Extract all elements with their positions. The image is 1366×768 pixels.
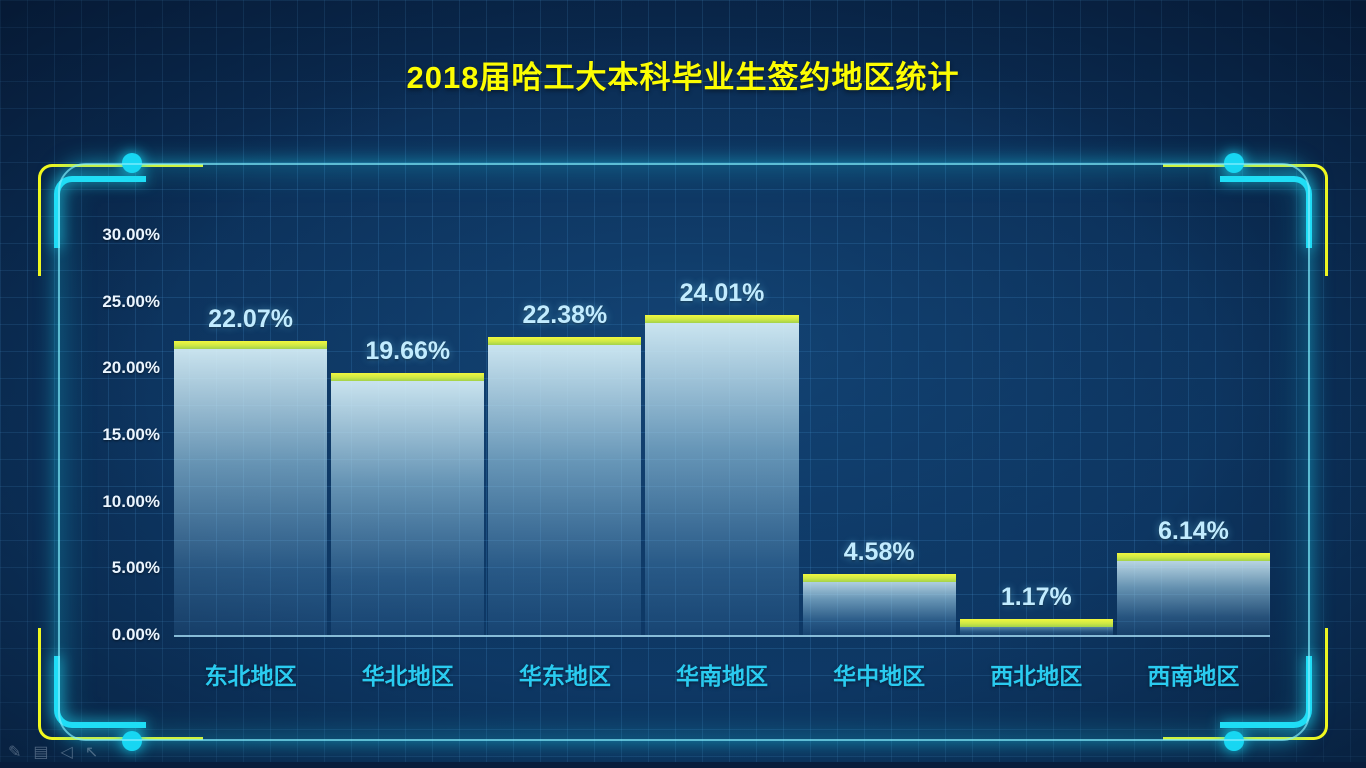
bar-group: 24.01% [645, 235, 799, 635]
y-axis-label: 10.00% [102, 491, 160, 511]
pen-icon[interactable]: ✎ [8, 744, 22, 761]
back-icon[interactable]: ◁ [60, 744, 73, 761]
bar-value-label: 1.17% [1000, 583, 1072, 612]
bar-cap [174, 340, 328, 349]
x-axis-label: 西南地区 [1147, 663, 1240, 689]
y-axis-label: 5.00% [111, 558, 160, 578]
x-axis-label: 华东地区 [518, 663, 611, 689]
bar-cap [959, 619, 1113, 628]
bar-cap [645, 314, 799, 323]
bar-cap [488, 336, 642, 345]
bar-value-label: 22.07% [208, 304, 293, 333]
y-axis-label: 25.00% [102, 291, 160, 311]
bar-group: 19.66% [331, 235, 485, 635]
bar [959, 619, 1113, 635]
y-axis-label: 30.00% [102, 225, 160, 244]
bar-value-label: 24.01% [679, 278, 765, 307]
bar-cap [802, 573, 956, 582]
bottom-strip [0, 762, 1366, 768]
bar-group: 4.58% [802, 235, 956, 635]
y-axis-label: 0.00% [111, 625, 160, 644]
bar-group: 22.07% [174, 235, 328, 635]
bar [331, 372, 485, 635]
chart-panel: 30.00% 25.00% 20.00% 15.00% 10.00% 5.00% 0.00%… [58, 163, 1310, 741]
bar-value-label: 22.38% [522, 300, 608, 329]
x-axis-label: 东北地区 [204, 663, 297, 689]
bar-cap [331, 372, 485, 381]
x-axis: 东北地区 华北地区 华东地区 华南地区 华中地区 西北地区 西南地区 [174, 657, 1270, 691]
y-axis-label: 15.00% [102, 425, 160, 444]
chart-title: 2018届哈工大本科毕业生签约地区统计 [406, 60, 960, 95]
x-axis-label: 华南地区 [675, 663, 768, 689]
cursor-icon[interactable]: ↖ [84, 744, 99, 761]
bar [645, 314, 799, 635]
notes-icon[interactable]: ▤ [33, 744, 49, 761]
x-axis-label: 西北地区 [990, 663, 1083, 689]
presenter-toolbar: ✎ ▤ ◁ ↖ [8, 742, 98, 762]
x-axis-label: 华中地区 [833, 663, 926, 689]
y-axis-label: 20.00% [102, 358, 160, 378]
bar-value-label: 19.66% [365, 336, 451, 365]
bar-group: 1.17% [959, 235, 1113, 635]
y-axis: 30.00% 25.00% 20.00% 15.00% 10.00% 5.00% 0.00% [60, 225, 164, 644]
bar-cap [1116, 553, 1270, 562]
bar-group: 6.14% [1116, 235, 1270, 635]
bar-value-label: 4.58% [843, 537, 915, 566]
bar [1116, 553, 1270, 635]
x-axis-line [174, 635, 1270, 637]
bars-container: 22.07% 19.66% 22.38% 24.01% 4.58% 1.17% 6.14% [174, 235, 1270, 635]
bar-value-label: 6.14% [1157, 517, 1229, 546]
bar [174, 340, 328, 635]
x-axis-label: 华北地区 [361, 663, 454, 689]
bar [488, 336, 642, 635]
bar-group: 22.38% [488, 235, 642, 635]
bar [802, 573, 956, 635]
